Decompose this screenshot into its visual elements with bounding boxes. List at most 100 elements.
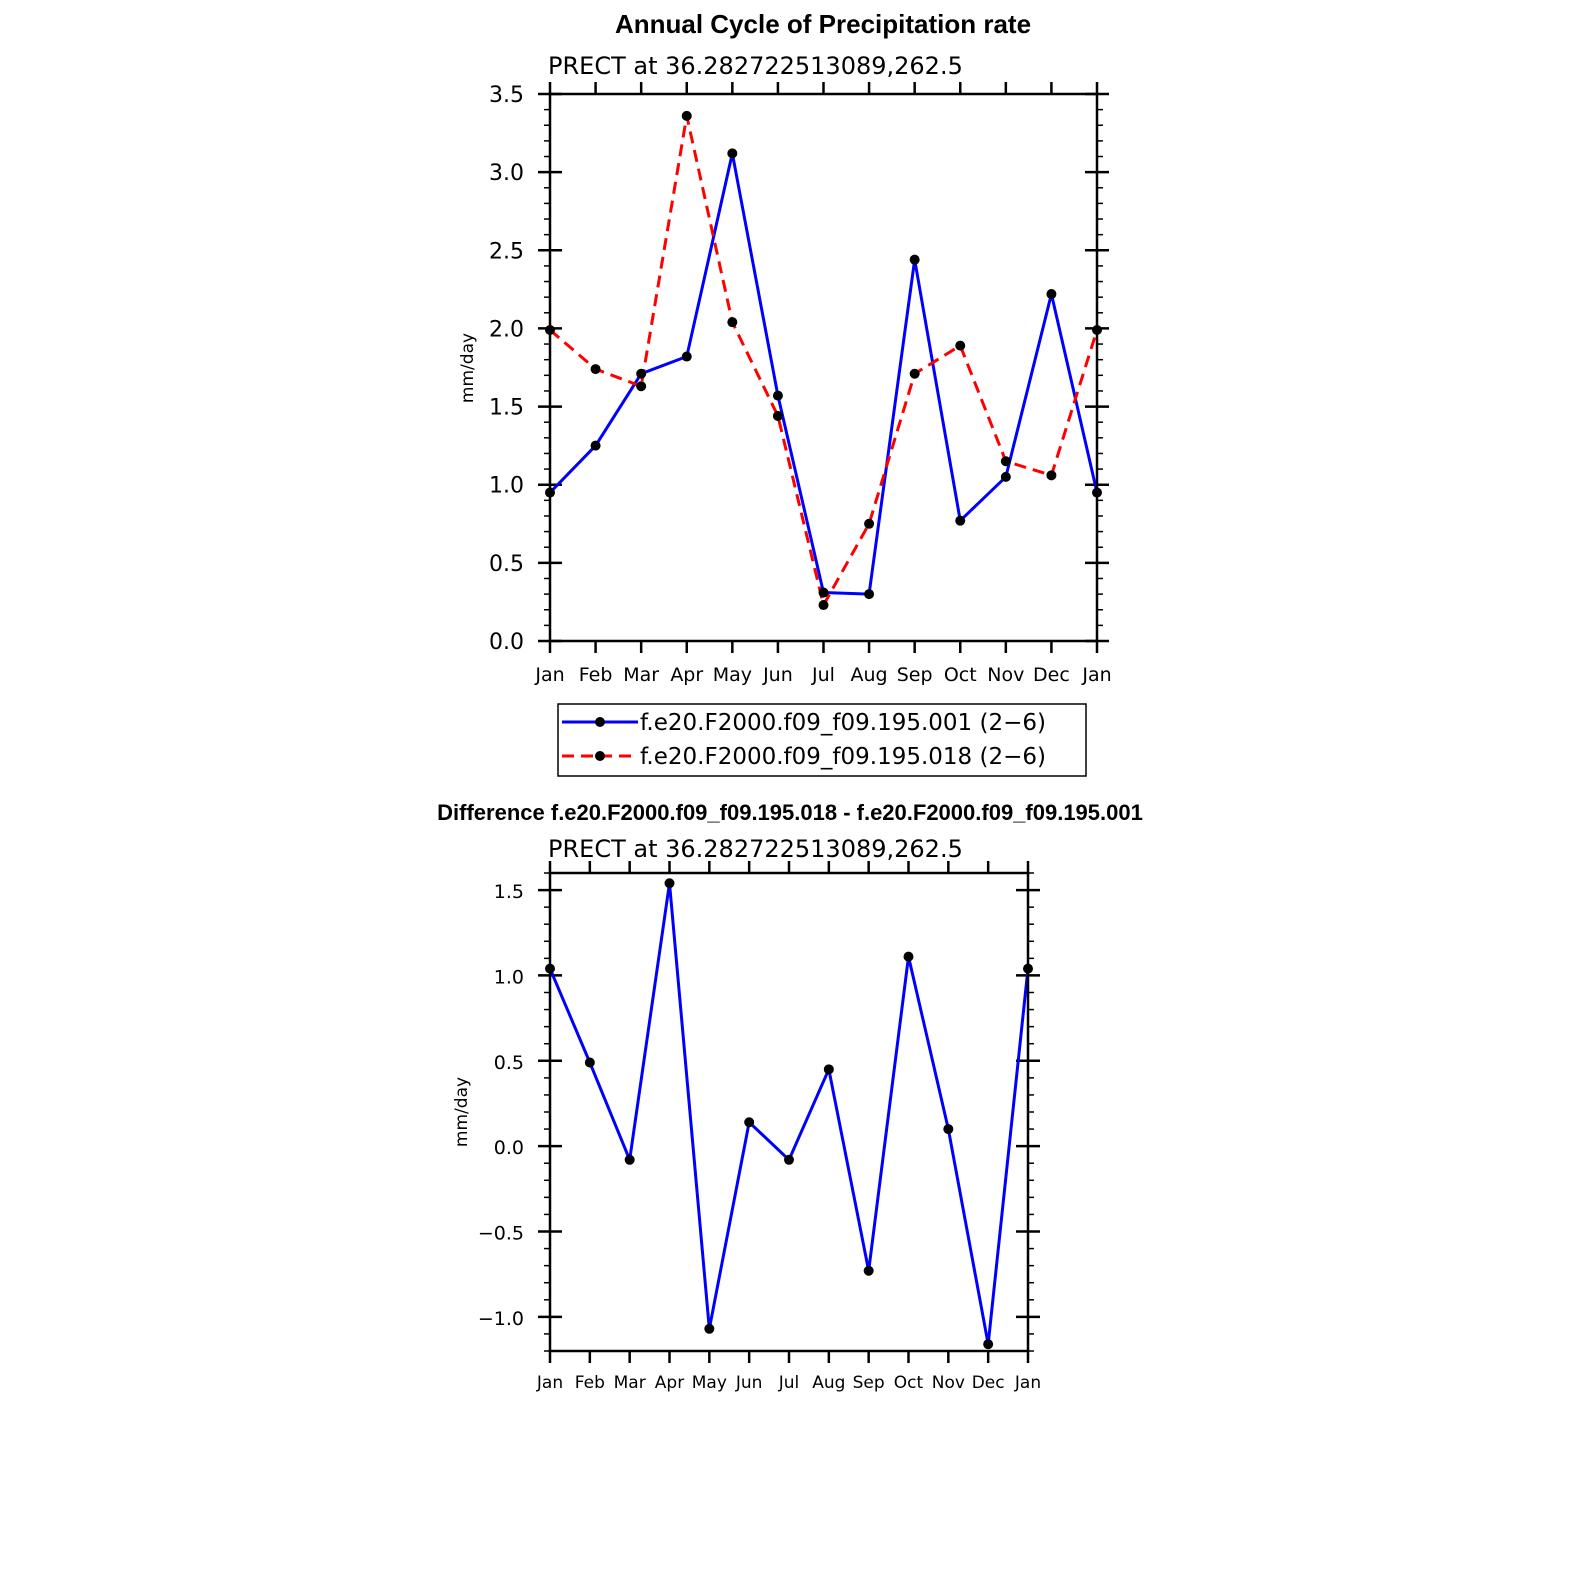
data-point <box>864 519 874 529</box>
data-point <box>904 952 914 962</box>
bottom-chart-series <box>545 878 1033 1349</box>
plot-frame <box>550 94 1097 641</box>
y-tick-label: 3.5 <box>489 83 524 108</box>
data-point <box>625 1155 635 1165</box>
data-point <box>744 1117 754 1127</box>
data-point <box>864 589 874 599</box>
data-point <box>682 111 692 121</box>
legend: f.e20.F2000.f09_f09.195.001 (2−6) f.e20.… <box>558 704 1086 776</box>
data-point <box>955 341 965 351</box>
chart-title: Annual Cycle of Precipitation rate <box>615 9 1031 39</box>
data-point <box>591 364 601 374</box>
data-point <box>910 369 920 379</box>
data-point <box>665 878 675 888</box>
data-point <box>1001 472 1011 482</box>
y-tick-labels: 0.0 0.5 1.0 1.5 2.0 2.5 3.0 3.5 <box>489 83 524 655</box>
x-tick-label: May <box>713 664 752 686</box>
series-line-0 <box>550 883 1028 1344</box>
x-tick-label: Sep <box>853 1373 885 1393</box>
y-tick-label: 1.5 <box>489 396 524 421</box>
legend-marker-018 <box>595 751 605 761</box>
y-tick-label: 0.5 <box>489 552 524 577</box>
y-tick-label: 3.0 <box>489 161 524 186</box>
data-point <box>704 1324 714 1334</box>
bottom-chart: Difference f.e20.F2000.f09_f09.195.018 -… <box>437 800 1143 1393</box>
difference-subtitle: PRECT at 36.282722513089,262.5 <box>548 835 963 863</box>
x-tick-label: Sep <box>897 664 933 686</box>
data-point <box>727 317 737 327</box>
x-tick-label: Dec <box>972 1373 1005 1393</box>
difference-plot-frame <box>550 873 1028 1351</box>
x-tick-label: Jan <box>536 1373 563 1393</box>
y-tick-label: 2.0 <box>489 317 524 342</box>
top-chart-series <box>545 111 1102 610</box>
x-tick-label: Feb <box>579 664 613 686</box>
y-tick-label: 0.0 <box>489 630 524 655</box>
x-tick-label: Dec <box>1033 664 1070 686</box>
x-tick-label: Jun <box>735 1373 763 1393</box>
legend-marker-001 <box>595 717 605 727</box>
data-point <box>773 411 783 421</box>
data-point <box>636 369 646 379</box>
x-tick-label: Jun <box>762 664 793 686</box>
data-point <box>585 1057 595 1067</box>
data-point <box>1046 470 1056 480</box>
data-point <box>910 255 920 265</box>
y-tick-label: −0.5 <box>478 1223 524 1245</box>
legend-label-001: f.e20.F2000.f09_f09.195.001 (2−6) <box>640 710 1046 736</box>
data-point <box>1046 289 1056 299</box>
data-point <box>819 588 829 598</box>
data-point <box>591 441 601 451</box>
x-tick-label: Aug <box>812 1373 845 1393</box>
x-tick-label: Jan <box>1014 1373 1041 1393</box>
difference-x-tick-labels: Jan Feb Mar Apr May Jun Jul Aug Sep Oct Nov Dec Jan <box>536 1373 1041 1393</box>
x-tick-label: Nov <box>932 1373 965 1393</box>
figure: Annual Cycle of Precipitation rate PRECT… <box>0 0 1574 1574</box>
y-tick-label: 2.5 <box>489 239 524 264</box>
x-tick-label: Jan <box>1081 664 1111 686</box>
data-point <box>636 381 646 391</box>
y-tick-label: 1.0 <box>489 474 524 499</box>
y-axis-label: mm/day <box>458 333 478 403</box>
chart-subtitle: PRECT at 36.282722513089,262.5 <box>548 52 963 80</box>
x-tick-label: Aug <box>851 664 888 686</box>
x-tick-label: Apr <box>670 664 703 686</box>
x-tick-label: Jan <box>534 664 564 686</box>
x-tick-label: Oct <box>894 1373 924 1393</box>
difference-y-axis-label: mm/day <box>452 1077 472 1147</box>
x-tick-label: Apr <box>655 1373 684 1393</box>
x-tick-label: Nov <box>987 664 1024 686</box>
data-point <box>773 391 783 401</box>
bottom-chart-ticks <box>538 861 1040 1363</box>
y-tick-label: 1.0 <box>494 966 524 988</box>
x-tick-labels: Jan Feb Mar Apr May Jun Jul Aug Sep Oct Nov Dec Jan <box>534 664 1111 686</box>
top-chart-ticks <box>538 82 1109 653</box>
x-tick-label: Jul <box>778 1373 800 1393</box>
x-tick-label: Feb <box>575 1373 605 1393</box>
data-point <box>682 352 692 362</box>
data-point <box>824 1064 834 1074</box>
series-line-1 <box>550 116 1097 605</box>
x-tick-label: Jul <box>811 664 835 686</box>
difference-y-tick-labels: −1.0 −0.5 0.0 0.5 1.0 1.5 <box>478 881 524 1330</box>
legend-label-018: f.e20.F2000.f09_f09.195.018 (2−6) <box>640 744 1046 770</box>
y-tick-label: 0.5 <box>494 1052 524 1074</box>
data-point <box>943 1124 953 1134</box>
series-line-0 <box>550 153 1097 594</box>
x-tick-label: Mar <box>614 1373 646 1393</box>
data-point <box>784 1155 794 1165</box>
data-point <box>864 1266 874 1276</box>
x-tick-label: Mar <box>623 664 659 686</box>
data-point <box>727 148 737 158</box>
top-chart: Annual Cycle of Precipitation rate PRECT… <box>458 9 1112 776</box>
data-point <box>819 600 829 610</box>
y-tick-label: 1.5 <box>494 881 524 903</box>
x-tick-label: May <box>692 1373 727 1393</box>
y-tick-label: 0.0 <box>494 1137 524 1159</box>
data-point <box>955 516 965 526</box>
x-tick-label: Oct <box>944 664 977 686</box>
y-tick-label: −1.0 <box>478 1308 524 1330</box>
data-point <box>983 1339 993 1349</box>
difference-title: Difference f.e20.F2000.f09_f09.195.018 -… <box>437 800 1143 825</box>
data-point <box>1001 456 1011 466</box>
